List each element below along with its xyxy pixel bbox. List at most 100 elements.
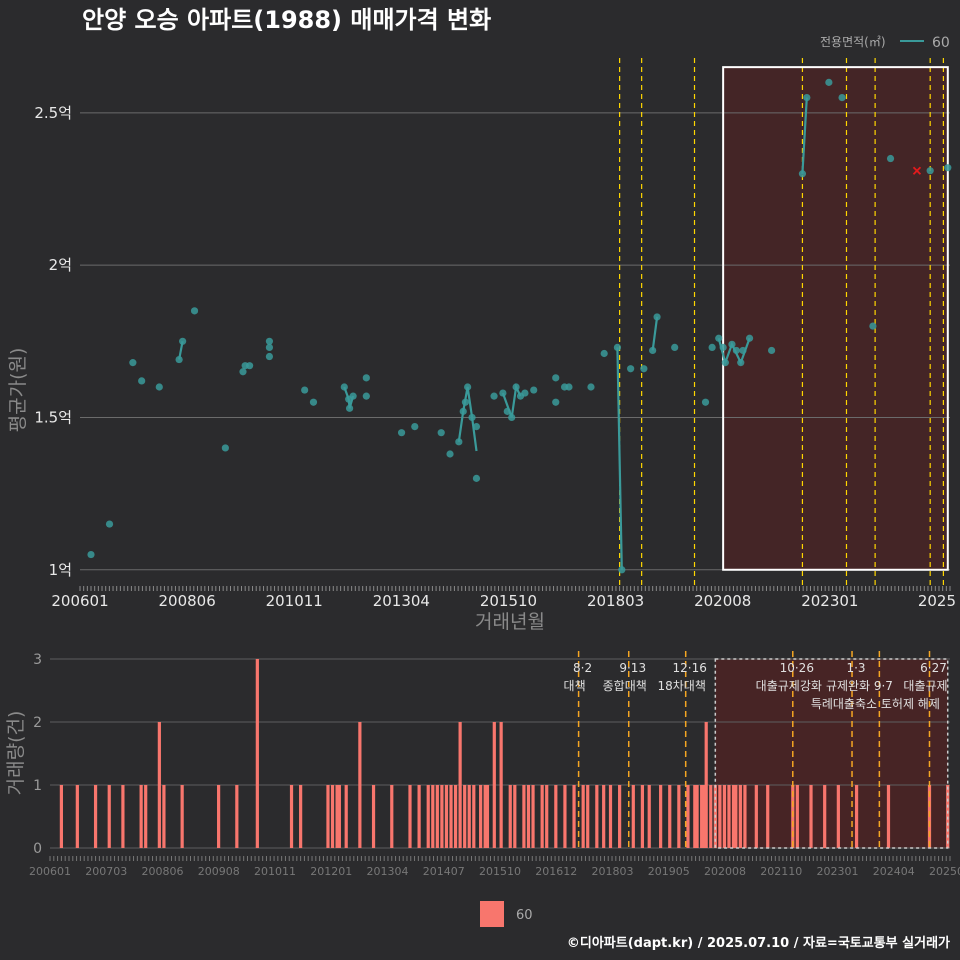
volume-bar	[358, 722, 362, 848]
data-point	[587, 383, 595, 391]
data-point	[708, 343, 716, 351]
volume-x-tick-label: 202110	[760, 865, 802, 878]
data-point	[745, 334, 754, 342]
policy-label: 대출규제	[903, 679, 947, 693]
data-point	[345, 404, 354, 412]
data-point	[265, 352, 274, 361]
volume-x-tick-label: 200601	[29, 865, 71, 878]
volume-bar	[289, 785, 294, 848]
data-point	[446, 450, 454, 458]
volume-bar	[479, 785, 483, 848]
volume-bar	[522, 785, 526, 848]
volume-bar	[449, 785, 453, 848]
y-tick-label: 1.5억	[34, 408, 72, 426]
policy-label: 특례대출축소 토허제 해제	[811, 697, 940, 711]
data-point	[944, 164, 952, 172]
data-point	[472, 422, 481, 431]
volume-bar	[390, 785, 394, 848]
data-point	[175, 355, 183, 364]
volume-bar	[485, 785, 490, 848]
volume-x-tick-label: 202301	[817, 865, 859, 878]
data-point	[719, 343, 727, 351]
volume-highlight-region	[715, 659, 948, 848]
data-point	[245, 362, 254, 370]
volume-bar	[255, 659, 259, 848]
volume-bar	[702, 785, 706, 848]
policy-label: 대출규제강화	[756, 679, 822, 693]
volume-bar	[483, 785, 487, 848]
volume-bar	[738, 785, 742, 848]
volume-bar	[563, 785, 567, 848]
volume-bar	[157, 722, 161, 848]
volume-bar	[618, 785, 622, 848]
volume-bar	[545, 785, 549, 848]
volume-bar	[668, 785, 672, 848]
volume-bar	[139, 785, 143, 848]
data-point	[886, 154, 895, 163]
volume-bar	[467, 785, 471, 848]
volume-bar	[444, 785, 449, 848]
series-line	[343, 386, 355, 409]
volume-bar	[371, 785, 376, 848]
data-point	[472, 474, 481, 482]
volume-x-tick-label: 200806	[142, 865, 184, 878]
data-point	[618, 566, 626, 574]
data-point	[490, 392, 498, 400]
volume-bar	[492, 722, 496, 848]
data-point	[190, 307, 199, 315]
data-point	[105, 520, 114, 528]
price-plot: 1억 1.5억 2억 2.5억 200601 200806 201011 201304 2015…	[34, 58, 956, 610]
volume-x-tick-label: 200703	[85, 865, 127, 878]
policy-date: 12·16	[673, 661, 707, 675]
data-point	[179, 337, 187, 345]
data-point	[301, 386, 309, 394]
x-tick-label: 200601	[51, 592, 108, 610]
data-point	[715, 334, 723, 342]
data-point	[640, 365, 648, 373]
data-point	[869, 322, 877, 330]
data-point	[653, 313, 661, 321]
data-point	[437, 429, 445, 437]
volume-bar	[107, 785, 111, 848]
volume-y-tick-label: 3	[33, 652, 42, 668]
volume-bar	[686, 785, 690, 848]
data-point	[155, 383, 163, 391]
volume-bar	[946, 785, 950, 848]
volume-bar	[59, 785, 63, 848]
volume-bar	[640, 785, 645, 848]
volume-bar	[299, 785, 303, 848]
volume-bar	[700, 785, 704, 848]
data-point	[739, 346, 747, 355]
volume-x-tick-label: 202507	[929, 865, 960, 878]
volume-bar	[722, 785, 727, 848]
volume-bar	[572, 785, 576, 848]
data-point	[87, 550, 95, 559]
volume-bar	[695, 785, 699, 848]
policy-date: 1·3	[846, 661, 865, 675]
volume-bar	[435, 785, 439, 848]
volume-bar	[458, 722, 462, 848]
volume-bar	[121, 785, 125, 848]
volume-bar	[417, 785, 421, 848]
volume-bar	[408, 785, 412, 848]
volume-bar	[426, 785, 430, 848]
data-point	[838, 94, 846, 102]
volume-bar	[677, 785, 681, 848]
data-point	[825, 78, 833, 86]
volume-bar	[526, 785, 531, 848]
data-point	[552, 398, 560, 406]
volume-y-tick-label: 2	[33, 715, 42, 731]
policy-label: 18차대책	[658, 678, 706, 693]
data-point	[530, 386, 538, 394]
series-line	[651, 316, 659, 351]
data-point	[508, 413, 516, 422]
volume-x-tick-label: 201201	[310, 865, 352, 878]
data-point	[732, 346, 740, 355]
policy-label: 대책	[564, 678, 586, 693]
x-tick-label: 202301	[801, 592, 858, 610]
data-point	[265, 343, 274, 351]
x-tick-label: 201304	[373, 592, 430, 610]
policy-date: 9·13	[619, 661, 646, 675]
highlight-region	[723, 67, 948, 570]
